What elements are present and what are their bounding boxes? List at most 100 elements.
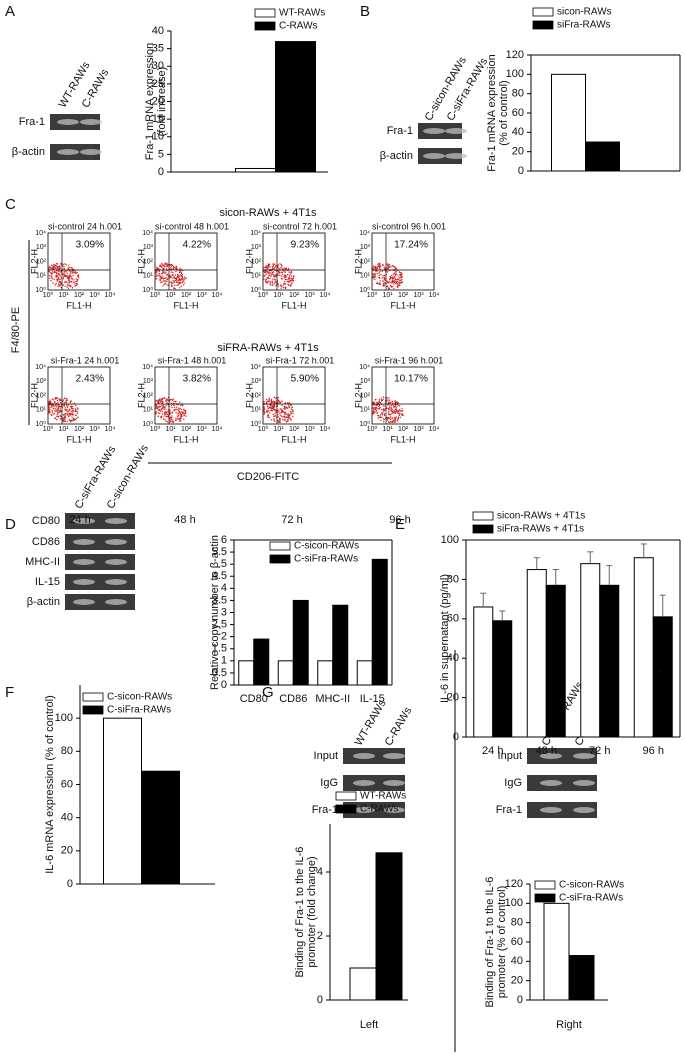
event-dot <box>389 282 391 284</box>
event-dot <box>263 275 265 278</box>
flow-tick-label: 10⁰ <box>43 425 54 433</box>
event-dot <box>290 413 292 415</box>
event-dot <box>268 416 271 419</box>
event-dot <box>274 409 277 411</box>
legend-label: sicon-RAWs + 4T1s <box>497 511 585 522</box>
event-dot <box>263 270 265 273</box>
event-dot <box>391 412 393 415</box>
y-tick-label: 80 <box>511 917 523 929</box>
flow-tick-label: 10² <box>74 292 85 299</box>
event-dot <box>274 420 276 423</box>
flow-axis-title: CD206-FITC <box>237 471 299 483</box>
gel-band <box>573 753 595 759</box>
event-dot <box>374 278 376 281</box>
event-dot <box>383 278 385 280</box>
gel-band <box>353 807 375 813</box>
time-label: 24 h <box>69 514 90 526</box>
flow-tick-label: 10³ <box>304 292 315 299</box>
event-dot <box>391 400 394 403</box>
event-dot <box>180 278 183 280</box>
event-dot <box>288 404 290 406</box>
event-dot <box>63 397 66 400</box>
event-dot <box>55 265 57 267</box>
event-dot <box>164 406 166 408</box>
legend-swatch <box>472 511 494 521</box>
flow-tick-label: 10⁰ <box>258 291 269 299</box>
event-dot <box>57 411 59 414</box>
event-dot <box>374 404 376 406</box>
flow-tick-label: 10² <box>398 292 409 299</box>
event-dot <box>286 280 289 283</box>
y-tick-label: 5.5 <box>212 546 227 558</box>
event-dot <box>269 277 271 280</box>
x-tick-label: 72 h <box>589 745 610 757</box>
event-dot <box>54 264 56 267</box>
flow-plot-title: si-control 24 h.001 <box>48 221 122 231</box>
event-dot <box>75 278 77 280</box>
event-dot <box>280 271 283 273</box>
event-dot <box>166 284 168 286</box>
event-dot <box>64 408 66 411</box>
event-dot <box>176 281 178 283</box>
event-dot <box>291 406 293 408</box>
event-dot <box>161 264 163 266</box>
event-dot <box>397 416 400 418</box>
event-dot <box>170 281 173 283</box>
event-dot <box>397 275 399 277</box>
event-dot <box>277 264 279 267</box>
event-dot <box>263 410 265 413</box>
event-dot <box>395 409 398 412</box>
event-dot <box>269 280 271 283</box>
flow-y-label: FL2-H <box>353 383 363 408</box>
event-dot <box>284 408 286 410</box>
event-dot <box>173 401 175 403</box>
y-tick-label: 40 <box>511 955 523 967</box>
event-dot <box>395 410 397 413</box>
y-tick-label: 3 <box>221 606 227 618</box>
event-dot <box>390 284 392 287</box>
event-dot <box>54 397 56 399</box>
bar <box>585 141 620 172</box>
event-dot <box>166 278 168 281</box>
event-dot <box>165 274 168 276</box>
flow-plot-title: si-Fra-1 72 h.001 <box>266 355 335 365</box>
event-dot <box>185 415 187 417</box>
event-dot <box>375 410 378 412</box>
flow-tick-label: 10⁰ <box>250 286 261 294</box>
event-dot <box>389 276 392 279</box>
event-dot <box>63 402 66 404</box>
event-dot <box>280 408 283 410</box>
event-dot <box>182 404 184 407</box>
flow-tick-label: 10³ <box>89 426 100 433</box>
event-dot <box>165 408 167 410</box>
bar <box>568 955 595 1001</box>
event-dot <box>390 409 392 412</box>
event-dot <box>181 413 183 416</box>
event-dot <box>267 277 270 279</box>
gel-row-label: IL-15 <box>35 576 60 588</box>
event-dot <box>285 416 288 419</box>
event-dot <box>272 278 274 280</box>
y-tick-label: 1 <box>221 655 227 667</box>
event-dot <box>179 407 181 410</box>
event-dot <box>176 275 179 277</box>
event-dot <box>155 399 158 402</box>
event-dot <box>386 399 388 401</box>
event-dot <box>374 273 376 276</box>
flow-tick-label: 10² <box>360 392 371 399</box>
event-dot <box>175 412 177 414</box>
event-dot <box>375 406 377 409</box>
gel-band <box>57 119 79 125</box>
event-dot <box>396 279 398 281</box>
event-dot <box>173 409 175 411</box>
event-dot <box>164 263 166 265</box>
event-dot <box>55 397 57 399</box>
y-tick-label: 100 <box>505 897 523 909</box>
event-dot <box>263 412 266 414</box>
event-dot <box>274 274 276 277</box>
event-dot <box>165 415 167 418</box>
event-dot <box>392 410 394 413</box>
bar <box>473 606 494 738</box>
event-dot <box>157 267 159 270</box>
legend-swatch <box>532 20 554 30</box>
